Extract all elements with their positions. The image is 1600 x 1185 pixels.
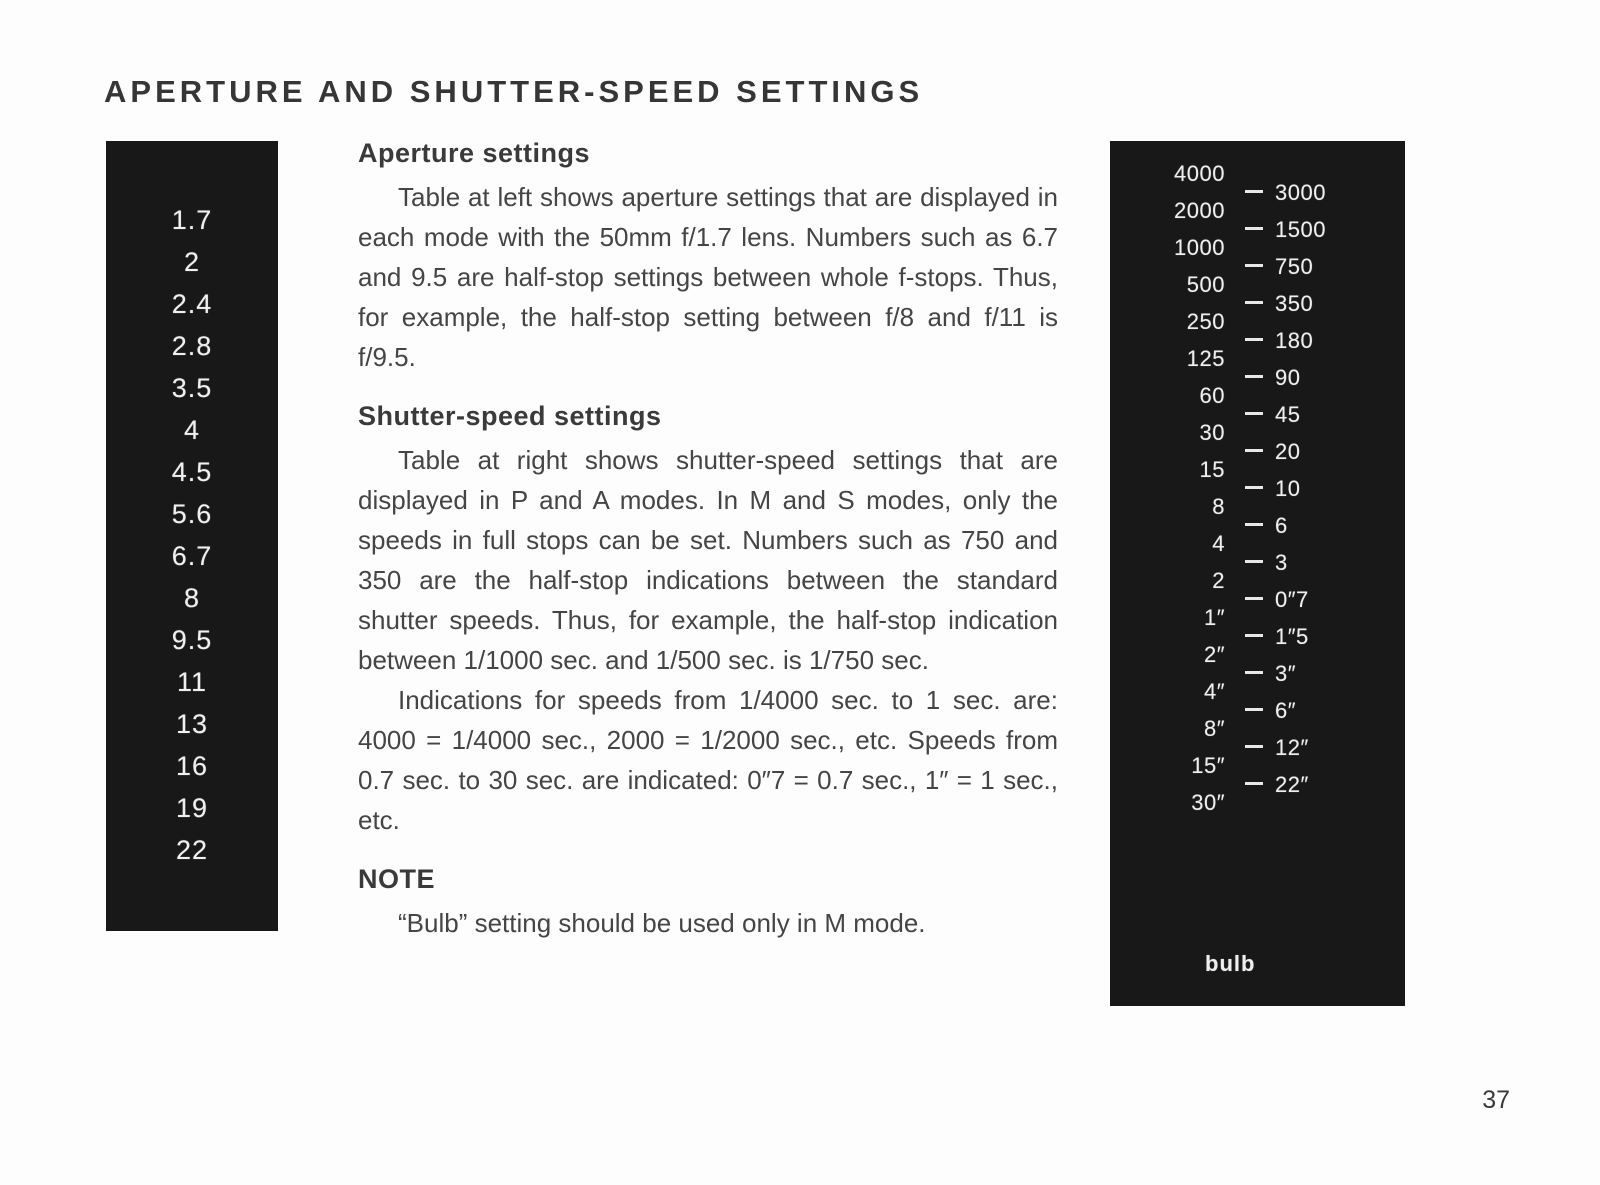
shutter-full-stop: 8″ — [1204, 716, 1225, 742]
shutter-tick — [1245, 301, 1263, 304]
aperture-value: 16 — [106, 745, 278, 787]
shutter-tick — [1245, 264, 1263, 267]
shutter-full-stop: 4″ — [1204, 679, 1225, 705]
shutter-body-1: Table at right shows shutter-speed setti… — [358, 440, 1058, 680]
aperture-value: 6.7 — [106, 535, 278, 577]
aperture-value: 11 — [106, 661, 278, 703]
shutter-half-stop: 90 — [1275, 365, 1300, 391]
shutter-half-stop: 750 — [1275, 254, 1313, 280]
shutter-full-stop: 500 — [1187, 272, 1225, 298]
shutter-full-stop: 4 — [1212, 531, 1225, 557]
aperture-value: 9.5 — [106, 619, 278, 661]
shutter-tick — [1245, 671, 1263, 674]
shutter-heading: Shutter-speed settings — [358, 401, 1058, 432]
shutter-speed-table: 4000 2000 1000 500 250 125 60 30 15 8 4 2 1″ 2″ 4″ 8″ 15… — [1110, 141, 1405, 1006]
shutter-tick — [1245, 227, 1263, 230]
shutter-full-stop: 4000 — [1174, 161, 1225, 187]
shutter-full-stop: 125 — [1187, 346, 1225, 372]
shutter-tick — [1245, 597, 1263, 600]
shutter-tick — [1245, 338, 1263, 341]
page-title: APERTURE AND SHUTTER-SPEED SETTINGS — [104, 74, 923, 110]
aperture-value: 1.7 — [106, 199, 278, 241]
shutter-tick — [1245, 745, 1263, 748]
shutter-tick — [1245, 486, 1263, 489]
shutter-half-stop: 3000 — [1275, 180, 1326, 206]
shutter-full-stop: 15 — [1200, 457, 1225, 483]
aperture-value: 5.6 — [106, 493, 278, 535]
shutter-tick — [1245, 523, 1263, 526]
aperture-table: 1.722.42.83.544.55.66.789.51113161922 — [106, 141, 278, 931]
shutter-half-stop: 1″5 — [1275, 624, 1309, 650]
shutter-full-stop: 2″ — [1204, 642, 1225, 668]
shutter-full-stop: 15″ — [1191, 753, 1225, 779]
shutter-half-stop: 45 — [1275, 402, 1300, 428]
shutter-tick — [1245, 782, 1263, 785]
aperture-value: 4.5 — [106, 451, 278, 493]
body-text-column: Aperture settings Table at left shows ap… — [358, 138, 1058, 943]
aperture-value: 13 — [106, 703, 278, 745]
aperture-value: 4 — [106, 409, 278, 451]
shutter-tick — [1245, 190, 1263, 193]
aperture-value: 2 — [106, 241, 278, 283]
shutter-half-stop: 180 — [1275, 328, 1313, 354]
shutter-full-stop: 1000 — [1174, 235, 1225, 261]
shutter-half-stop: 1500 — [1275, 217, 1326, 243]
page-number: 37 — [1482, 1086, 1510, 1115]
shutter-half-stop: 3 — [1275, 550, 1288, 576]
aperture-heading: Aperture settings — [358, 138, 1058, 169]
shutter-tick — [1245, 412, 1263, 415]
aperture-value: 8 — [106, 577, 278, 619]
note-heading: NOTE — [358, 864, 1058, 895]
shutter-half-stop: 6″ — [1275, 698, 1296, 724]
shutter-full-stop: 2000 — [1174, 198, 1225, 224]
shutter-full-stop: 2 — [1212, 568, 1225, 594]
shutter-bulb-label: bulb — [1205, 951, 1255, 977]
shutter-full-stop: 1″ — [1204, 605, 1225, 631]
shutter-half-stop: 12″ — [1275, 735, 1309, 761]
shutter-body-2: Indications for speeds from 1/4000 sec. … — [358, 680, 1058, 840]
shutter-tick — [1245, 449, 1263, 452]
aperture-value: 22 — [106, 829, 278, 871]
shutter-tick — [1245, 375, 1263, 378]
aperture-body: Table at left shows aperture settings th… — [358, 177, 1058, 377]
shutter-half-stop: 6 — [1275, 513, 1288, 539]
aperture-value: 19 — [106, 787, 278, 829]
shutter-full-stop: 8 — [1212, 494, 1225, 520]
shutter-half-stop: 22″ — [1275, 772, 1309, 798]
shutter-tick — [1245, 634, 1263, 637]
shutter-full-stop: 30″ — [1191, 790, 1225, 816]
shutter-half-stop: 350 — [1275, 291, 1313, 317]
aperture-value: 3.5 — [106, 367, 278, 409]
aperture-value: 2.8 — [106, 325, 278, 367]
shutter-full-stop: 60 — [1200, 383, 1225, 409]
shutter-full-stop: 30 — [1200, 420, 1225, 446]
shutter-half-stop: 0″7 — [1275, 587, 1309, 613]
aperture-value: 2.4 — [106, 283, 278, 325]
note-body: “Bulb” setting should be used only in M … — [358, 903, 1058, 943]
shutter-half-stop: 20 — [1275, 439, 1300, 465]
shutter-half-stop: 3″ — [1275, 661, 1296, 687]
shutter-tick — [1245, 708, 1263, 711]
shutter-half-stop: 10 — [1275, 476, 1300, 502]
shutter-tick — [1245, 560, 1263, 563]
shutter-full-stop: 250 — [1187, 309, 1225, 335]
manual-page: APERTURE AND SHUTTER-SPEED SETTINGS 1.72… — [0, 0, 1600, 1185]
